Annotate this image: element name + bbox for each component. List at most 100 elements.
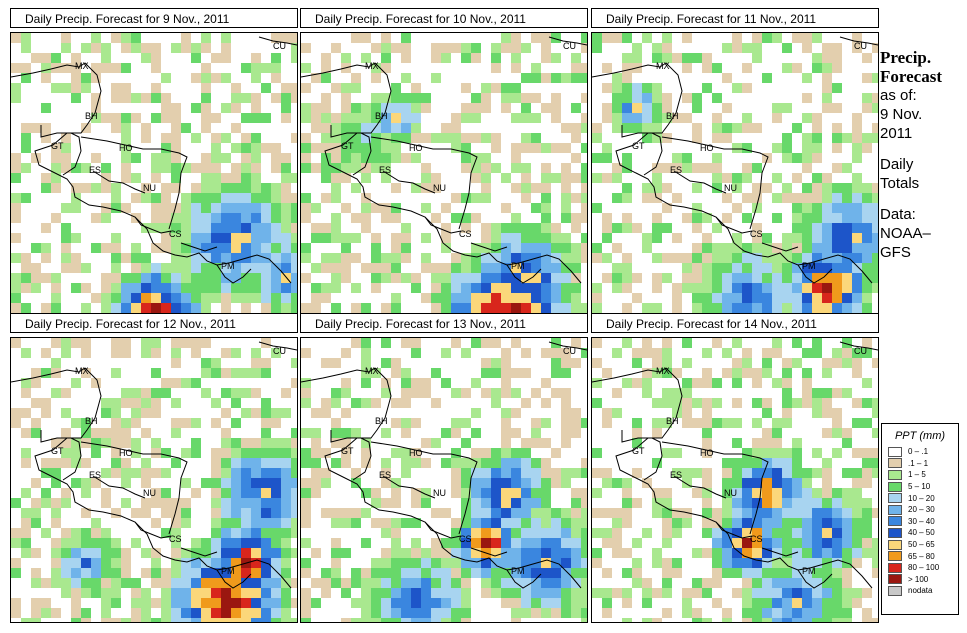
- precip-cell: [521, 163, 531, 173]
- precip-cell: [31, 568, 41, 578]
- precip-cell: [11, 408, 21, 418]
- precip-map: MX BH GT HO ES NU CS PM CU: [10, 337, 298, 623]
- precip-cell: [321, 123, 331, 133]
- precip-cell: [642, 93, 652, 103]
- precip-cell: [642, 183, 652, 193]
- country-outline: [258, 341, 297, 351]
- precip-cell: [812, 243, 822, 253]
- precip-cell: [301, 558, 311, 568]
- precip-cell: [271, 203, 281, 213]
- precip-cell: [872, 448, 878, 458]
- precip-cell: [311, 113, 321, 123]
- precip-cell: [541, 598, 551, 608]
- precip-cell: [501, 408, 511, 418]
- precip-cell: [832, 83, 842, 93]
- precip-cell: [471, 478, 481, 488]
- precip-cell: [501, 103, 511, 113]
- precip-cell: [612, 348, 622, 358]
- precip-cell: [321, 408, 331, 418]
- precip-cell: [151, 598, 161, 608]
- precip-cell: [622, 338, 632, 348]
- precip-cell: [762, 303, 772, 313]
- precip-cell: [171, 143, 181, 153]
- precip-cell: [411, 618, 421, 622]
- country-outline: [673, 475, 727, 499]
- precip-cell: [121, 578, 131, 588]
- precip-cell: [441, 608, 451, 618]
- precip-cell: [491, 568, 501, 578]
- precip-cell: [812, 183, 822, 193]
- precip-cell: [121, 568, 131, 578]
- precip-cell: [511, 243, 521, 253]
- precip-cell: [201, 163, 211, 173]
- precip-cell: [261, 458, 271, 468]
- precip-cell: [501, 348, 511, 358]
- precip-cell: [131, 113, 141, 123]
- precip-cell: [371, 43, 381, 53]
- precip-cell: [251, 173, 261, 183]
- precip-cell: [241, 408, 251, 418]
- precip-cell: [501, 253, 511, 263]
- precip-cell: [852, 213, 862, 223]
- precip-cell: [381, 468, 391, 478]
- precip-cell: [211, 283, 221, 293]
- precip-cell: [201, 233, 211, 243]
- precip-cell: [802, 293, 812, 303]
- precip-cell: [612, 33, 622, 43]
- precip-cell: [51, 508, 61, 518]
- precip-cell: [231, 163, 241, 173]
- precip-cell: [211, 203, 221, 213]
- precip-cell: [131, 43, 141, 53]
- precip-cell: [832, 348, 842, 358]
- precip-cell: [111, 428, 121, 438]
- precip-cell: [321, 173, 331, 183]
- precip-cell: [581, 113, 587, 123]
- precip-cell: [111, 568, 121, 578]
- precip-cell: [191, 293, 201, 303]
- precip-cell: [852, 273, 862, 283]
- precip-cell: [842, 223, 852, 233]
- precip-cell: [581, 468, 587, 478]
- precip-cell: [211, 273, 221, 283]
- precip-cell: [201, 538, 211, 548]
- precip-cell: [211, 173, 221, 183]
- precip-cell: [782, 283, 792, 293]
- precip-cell: [511, 303, 521, 313]
- precip-cell: [662, 518, 672, 528]
- precip-cell: [551, 588, 561, 598]
- precip-cell: [171, 293, 181, 303]
- precip-cell: [21, 253, 31, 263]
- precip-cell: [251, 458, 261, 468]
- country-outline: [839, 36, 878, 46]
- precip-cell: [441, 243, 451, 253]
- precip-cell: [111, 233, 121, 243]
- precip-cell: [191, 73, 201, 83]
- precip-cell: [21, 388, 31, 398]
- precip-cell: [271, 468, 281, 478]
- precip-cell: [371, 588, 381, 598]
- precip-cell: [511, 388, 521, 398]
- precip-cell: [832, 488, 842, 498]
- precip-cell: [852, 263, 862, 273]
- precip-cell: [551, 538, 561, 548]
- precip-cell: [752, 518, 762, 528]
- precip-cell: [401, 153, 411, 163]
- precip-cell: [381, 53, 391, 63]
- precip-cell: [251, 103, 261, 113]
- precip-cell: [381, 93, 391, 103]
- precip-cell: [261, 203, 271, 213]
- precip-cell: [662, 508, 672, 518]
- precip-cell: [491, 478, 501, 488]
- precip-cell: [822, 213, 832, 223]
- precip-cell: [151, 173, 161, 183]
- precip-cell: [101, 438, 111, 448]
- precip-cell: [21, 263, 31, 273]
- precip-cell: [511, 93, 521, 103]
- precip-cell: [121, 43, 131, 53]
- precip-cell: [151, 293, 161, 303]
- precip-cell: [291, 548, 297, 558]
- country-outline: [548, 341, 587, 351]
- precip-cell: [391, 213, 401, 223]
- precip-cell: [722, 498, 732, 508]
